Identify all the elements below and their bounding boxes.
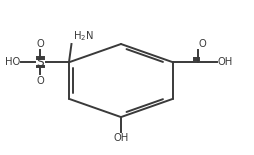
Text: OH: OH — [113, 133, 128, 143]
Text: HO: HO — [5, 57, 20, 67]
Text: S: S — [36, 56, 44, 69]
Text: OH: OH — [217, 57, 232, 67]
Text: O: O — [36, 39, 44, 49]
Text: O: O — [198, 39, 206, 49]
Text: O: O — [36, 76, 44, 86]
Text: $\mathregular{H_2N}$: $\mathregular{H_2N}$ — [72, 29, 93, 43]
